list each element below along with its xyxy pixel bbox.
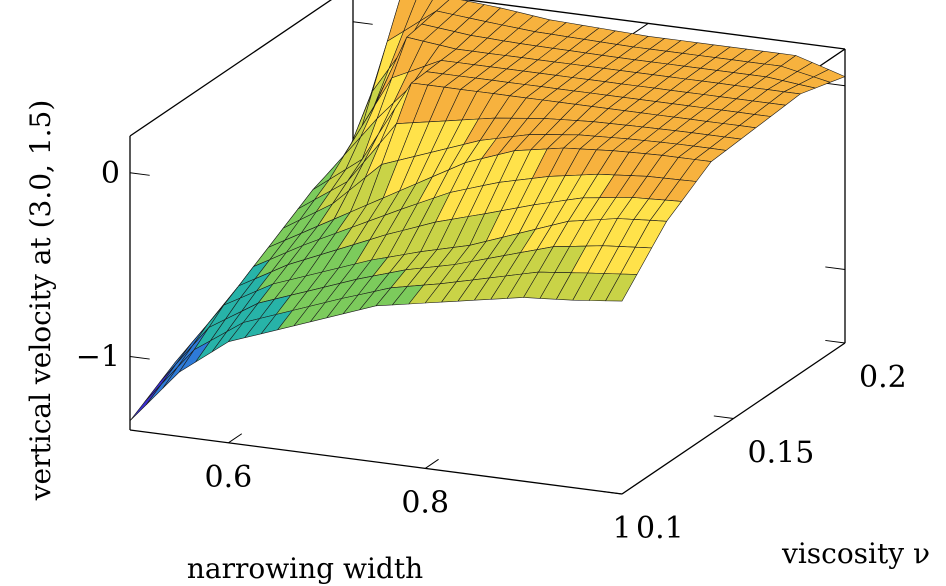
y-tick-label: 0.1 bbox=[636, 511, 684, 546]
surface-patch bbox=[146, 366, 178, 405]
box-edge bbox=[129, 429, 623, 495]
x-tick-label: 1 bbox=[612, 511, 631, 546]
z-tick-label: −1 bbox=[76, 340, 120, 375]
box-edge bbox=[463, 0, 846, 50]
box-edge bbox=[129, 0, 333, 137]
z-tick-mark bbox=[825, 266, 846, 270]
z-tick-mark bbox=[352, 21, 373, 25]
axis-box-front bbox=[129, 136, 846, 495]
x-tick-label: 0.8 bbox=[401, 485, 449, 520]
x-tick-mark bbox=[826, 48, 846, 62]
y-axis-title: viscosity ν bbox=[781, 537, 930, 570]
z-tick-mark bbox=[825, 82, 846, 87]
x-axis-title: narrowing width bbox=[187, 552, 423, 585]
x-tick-mark bbox=[621, 484, 636, 495]
y-tick-mark bbox=[602, 490, 623, 495]
z-tick-label: 0 bbox=[101, 156, 120, 191]
surface-mesh bbox=[129, 0, 846, 422]
y-tick-label: 0.15 bbox=[748, 436, 815, 471]
surface-patch bbox=[605, 273, 638, 302]
x-tick-mark bbox=[228, 433, 243, 444]
z-tick-mark bbox=[129, 356, 150, 360]
x-tick-mark bbox=[424, 458, 439, 469]
axis-ticks: 0.6 0.8 1 0.1 0.15 0.2 0 −1 bbox=[76, 156, 907, 546]
y-tick-mark bbox=[713, 415, 734, 419]
z-tick-mark bbox=[129, 172, 150, 176]
y-tick-label: 0.2 bbox=[859, 360, 907, 395]
z-axis-title: vertical velocity at (3.0, 1.5) bbox=[24, 100, 57, 502]
x-tick-label: 0.6 bbox=[205, 460, 253, 495]
y-tick-mark bbox=[825, 339, 846, 344]
surface-patch bbox=[144, 363, 177, 402]
surface-patch bbox=[129, 383, 162, 422]
surface-patch bbox=[162, 349, 195, 389]
